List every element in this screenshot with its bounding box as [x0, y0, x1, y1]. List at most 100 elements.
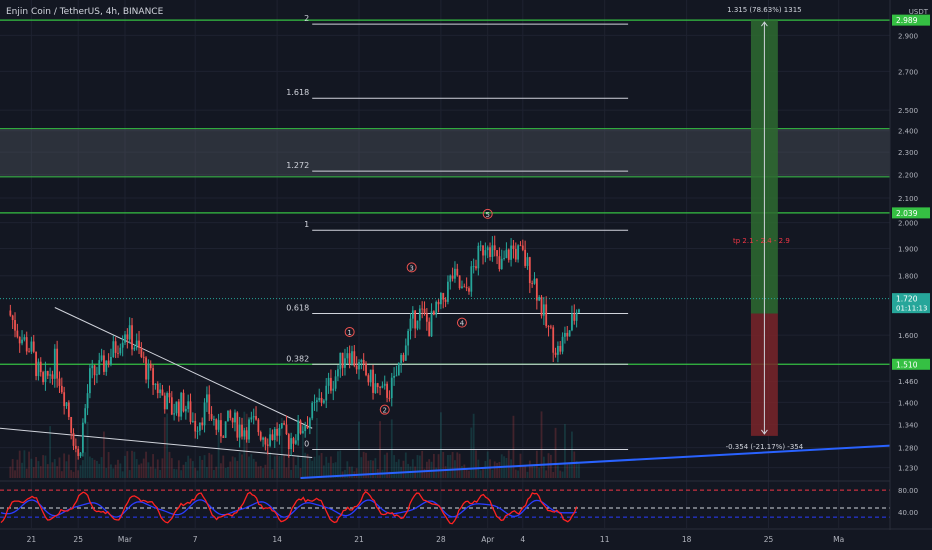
volume-bar [468, 470, 470, 478]
candle-body [304, 425, 307, 432]
volume-bar [402, 460, 405, 478]
volume-bar [142, 458, 145, 478]
volume-bar [304, 452, 307, 478]
volume-bar [96, 460, 98, 478]
candle-body [23, 337, 26, 340]
candle-body [121, 342, 124, 348]
volume-bar [524, 465, 527, 478]
candle-body [538, 296, 541, 301]
volume-bar [486, 451, 489, 478]
volume-bar [489, 459, 491, 478]
currency-label: USDT [909, 8, 929, 16]
volume-bar [11, 459, 14, 478]
candle-body [231, 417, 234, 423]
resistance-zone-box [0, 128, 890, 177]
candle-body [554, 352, 557, 355]
candle-body [351, 351, 353, 364]
candle-body [514, 248, 517, 260]
candle-body [540, 296, 543, 316]
volume-bar [313, 456, 316, 478]
price-axis[interactable]: USDT 2.900 2.700 2.500 2.400 2.300 2.200 2.100 2… [889, 0, 932, 530]
volume-bar [393, 455, 395, 478]
candle-body [500, 258, 503, 270]
candle-body [224, 421, 227, 438]
candle-body [222, 436, 225, 438]
volume-bar [131, 450, 133, 478]
volume-bar [285, 467, 288, 478]
rsi-pane [0, 480, 890, 525]
candle-body [259, 432, 262, 440]
candle-body [353, 351, 356, 366]
volume-bar [435, 467, 438, 478]
volume-bar [126, 451, 129, 478]
candle-body [166, 393, 169, 410]
candle-body [395, 375, 398, 377]
candle-body [575, 312, 578, 321]
candle-body [393, 375, 395, 378]
price-badge-text: 2.039 [896, 209, 918, 218]
volume-bar [557, 465, 559, 478]
volume-bar [573, 451, 576, 478]
volume-bar [194, 467, 197, 478]
candle-body [255, 416, 257, 420]
volume-bar [552, 471, 555, 478]
volume-bars [9, 411, 580, 478]
candle-body [46, 370, 49, 376]
volume-bar [561, 471, 564, 478]
volume-bar [9, 466, 12, 478]
price-tick: 2.700 [898, 68, 918, 76]
long-position-tool[interactable]: 1.315 (78.63%) 1315 -0.354 (-21.17%) -354… [726, 6, 804, 451]
volume-bar [449, 454, 452, 478]
candle-body [30, 341, 33, 352]
candle-body [74, 445, 77, 449]
volume-bar [245, 413, 248, 478]
price-tick: 1.460 [898, 378, 918, 386]
candle-body [379, 387, 381, 388]
volume-bar [103, 431, 105, 478]
volume-bar [423, 468, 426, 478]
volume-bar [498, 461, 501, 478]
candle-body [112, 341, 115, 358]
volume-bar [112, 468, 115, 478]
candle-body [521, 245, 524, 250]
volume-bar [512, 415, 515, 478]
price-tick: 1.230 [898, 465, 918, 473]
candle-body [362, 359, 365, 364]
candle-body [145, 357, 147, 380]
volume-bar [236, 460, 239, 478]
volume-bar [528, 460, 531, 478]
candle-body [528, 257, 531, 284]
time-tick: Mar [118, 535, 133, 544]
volume-bar [299, 468, 302, 478]
time-axis[interactable]: 21 25 Mar 7 14 21 28 Apr 4 11 18 25 Ma [0, 528, 932, 544]
candle-body [458, 275, 461, 289]
volume-bar [117, 459, 119, 478]
volume-bar [517, 470, 520, 478]
volume-bar [14, 470, 16, 478]
candle-body [149, 363, 152, 369]
volume-bar [231, 456, 234, 478]
volume-bar [156, 459, 159, 478]
candle-body [428, 321, 431, 337]
volume-bar [154, 468, 157, 478]
volume-bar [360, 457, 363, 478]
volume-bar [196, 470, 199, 478]
candle-body [191, 420, 194, 422]
time-tick: 21 [354, 535, 364, 544]
candle-body [81, 422, 84, 453]
volume-bar [44, 455, 47, 478]
candle-body [510, 245, 512, 260]
candle-body [84, 408, 87, 423]
time-tick: 21 [27, 535, 37, 544]
volume-bar [465, 469, 468, 478]
candle-body [440, 293, 442, 305]
resistance-zone [0, 128, 890, 178]
fib-label: 2 [304, 14, 309, 23]
volume-bar [74, 451, 77, 478]
volume-bar [458, 453, 461, 478]
volume-bar [278, 456, 281, 478]
candle-body [107, 360, 110, 365]
candle-body [402, 354, 405, 361]
candle-body [463, 286, 466, 288]
